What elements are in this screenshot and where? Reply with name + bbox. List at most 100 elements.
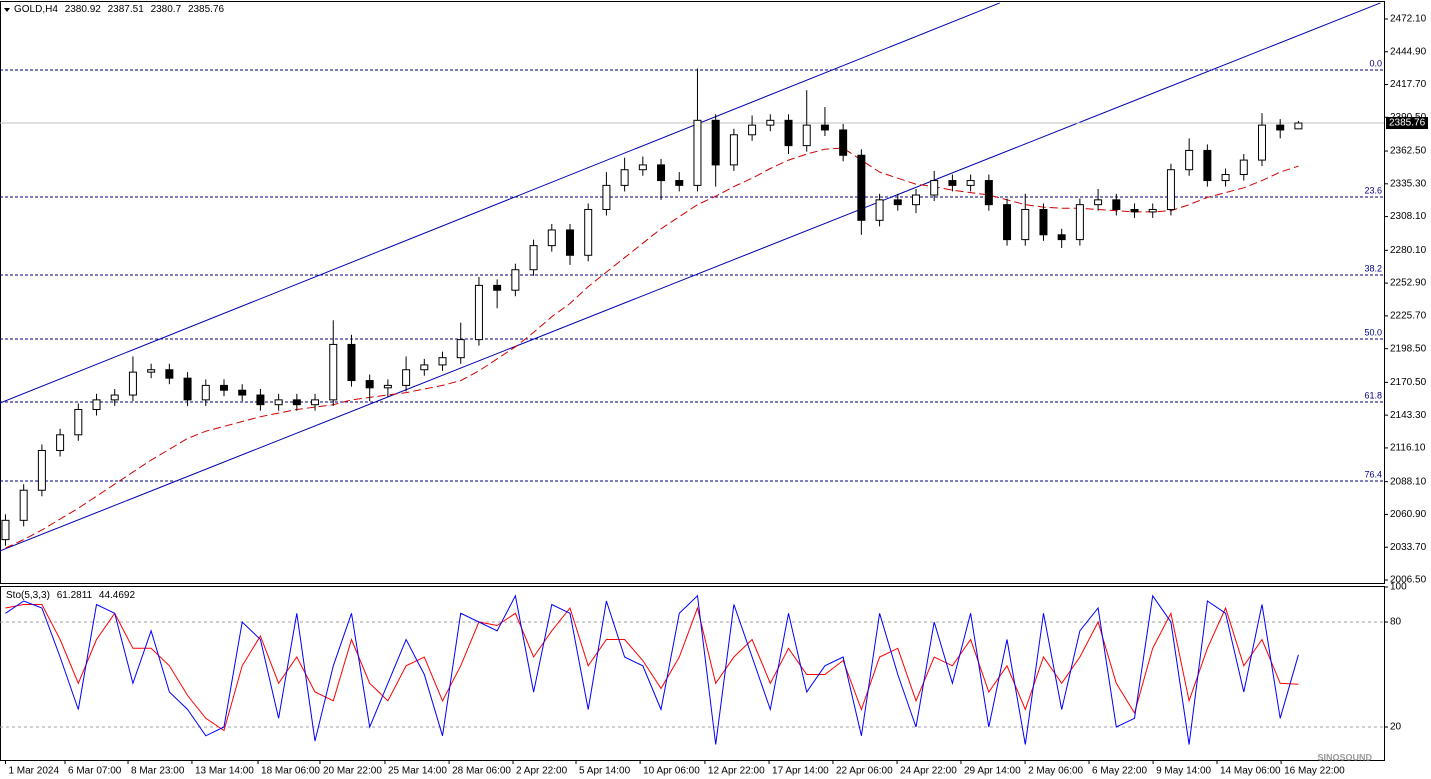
x-tick-label: 2 May 06:00 — [1028, 766, 1083, 777]
fib-label: 61.8 — [1364, 390, 1382, 400]
candle-body — [238, 389, 247, 396]
candle-body — [1112, 199, 1121, 210]
y-tick-label: 2088.10 — [1390, 476, 1427, 487]
candle-body — [165, 369, 174, 379]
candle-body — [1094, 199, 1103, 206]
y-tick-label: 2198.50 — [1390, 343, 1427, 354]
candle-body — [620, 169, 629, 186]
candle-body — [201, 384, 210, 401]
candle-body — [693, 119, 702, 186]
candle-body — [839, 129, 848, 156]
y-tick-label: 2116.10 — [1390, 443, 1426, 454]
x-tick-label: 2 Apr 22:00 — [516, 766, 568, 777]
candle-body — [511, 269, 520, 291]
channel-line — [0, 2, 1381, 552]
x-tick-label: 20 Mar 22:00 — [323, 766, 382, 777]
y-tick-label: 2170.50 — [1390, 377, 1427, 388]
candle-body — [784, 119, 793, 147]
candle-body — [565, 229, 574, 256]
y-tick-label: 2417.70 — [1390, 79, 1427, 90]
y-tick-label: 2280.10 — [1390, 245, 1427, 256]
fib-label: 23.6 — [1364, 185, 1382, 195]
candle-body — [948, 180, 957, 186]
fib-label: 0.0 — [1369, 58, 1382, 68]
moving-average — [5, 147, 1299, 549]
candle-body — [256, 394, 265, 406]
candle-body — [402, 369, 411, 386]
oscillator-line — [5, 594, 1299, 745]
candle-body — [602, 184, 611, 210]
last-close: 2385.76 — [187, 4, 225, 15]
candle-body — [1130, 208, 1139, 213]
candle-body — [911, 194, 920, 206]
candle-body — [1075, 204, 1084, 241]
main-panel — [0, 1, 1385, 584]
candle-body — [493, 284, 502, 291]
candle-body — [766, 119, 775, 126]
candle-body — [984, 180, 993, 206]
indicator-panel — [0, 586, 1385, 761]
candle-body — [347, 343, 356, 382]
y-tick-label: 2006.50 — [1390, 575, 1427, 586]
y-tick-label: 2225.70 — [1390, 311, 1427, 322]
candle-body — [1257, 124, 1266, 161]
candle-body — [456, 339, 465, 359]
menu-arrow[interactable] — [4, 8, 10, 12]
candle-body — [292, 399, 301, 406]
candle-body — [420, 364, 429, 371]
candle-body — [110, 394, 119, 401]
y-tick-label: 2060.90 — [1390, 509, 1427, 520]
last-low: 2380.7 — [150, 4, 182, 15]
indicator-title: Sto(5,3,3) — [6, 590, 50, 601]
y-tick-label: 2444.90 — [1390, 46, 1427, 57]
candle-body — [219, 384, 228, 391]
x-tick-label: 14 May 06:00 — [1220, 766, 1281, 777]
fib-label: 38.2 — [1364, 263, 1382, 273]
candle-body — [1148, 208, 1157, 213]
candle-body — [1039, 208, 1048, 236]
main-header: GOLD,H4 2380.92 2387.51 2380.7 2385.76 — [14, 4, 228, 15]
candle-body — [1166, 169, 1175, 210]
y-tick-label: 2033.70 — [1390, 542, 1427, 553]
fib-label: 50.0 — [1364, 327, 1382, 337]
candle-body — [37, 449, 46, 491]
candle-body — [183, 377, 192, 401]
candle-body — [657, 164, 666, 182]
candle-body — [383, 384, 392, 389]
y-tick-label: 2143.30 — [1390, 410, 1427, 421]
candle-body — [329, 343, 338, 401]
y-tick-label: 2472.10 — [1390, 14, 1427, 25]
x-tick-label: 17 Apr 14:00 — [772, 766, 829, 777]
main-value: 61.2811 — [56, 590, 93, 601]
candle-body — [857, 154, 866, 221]
x-tick-label: 1 Mar 2024 — [8, 766, 59, 777]
candle-body — [92, 399, 101, 410]
y-tick-label: 80 — [1390, 617, 1402, 628]
symbol: GOLD,H4 — [14, 4, 58, 15]
candle-body — [128, 371, 137, 396]
candle-body — [1057, 234, 1066, 241]
candle-body — [1185, 149, 1194, 171]
x-tick-label: 10 Apr 06:00 — [643, 766, 700, 777]
candle-body — [1276, 124, 1285, 131]
candle-body — [711, 119, 720, 166]
candle-body — [1203, 149, 1212, 182]
candle-body — [474, 284, 483, 341]
x-tick-label: 12 Apr 22:00 — [708, 766, 765, 777]
candle-body — [147, 369, 156, 373]
candle-body — [365, 380, 374, 389]
last-high: 2387.51 — [107, 4, 144, 15]
candle-body — [1021, 208, 1030, 241]
price-tag-label: 2385.76 — [1389, 118, 1426, 129]
candle-body — [748, 124, 757, 136]
candle-body — [729, 134, 738, 166]
candle-body — [74, 408, 83, 436]
candle-body — [1, 519, 10, 541]
candle-body — [930, 180, 939, 196]
x-tick-label: 5 Apr 14:00 — [579, 766, 631, 777]
x-tick-label: 6 May 22:00 — [1092, 766, 1147, 777]
candle-body — [311, 399, 320, 406]
x-tick-label: 9 May 14:00 — [1156, 766, 1211, 777]
candle-body — [802, 124, 811, 147]
